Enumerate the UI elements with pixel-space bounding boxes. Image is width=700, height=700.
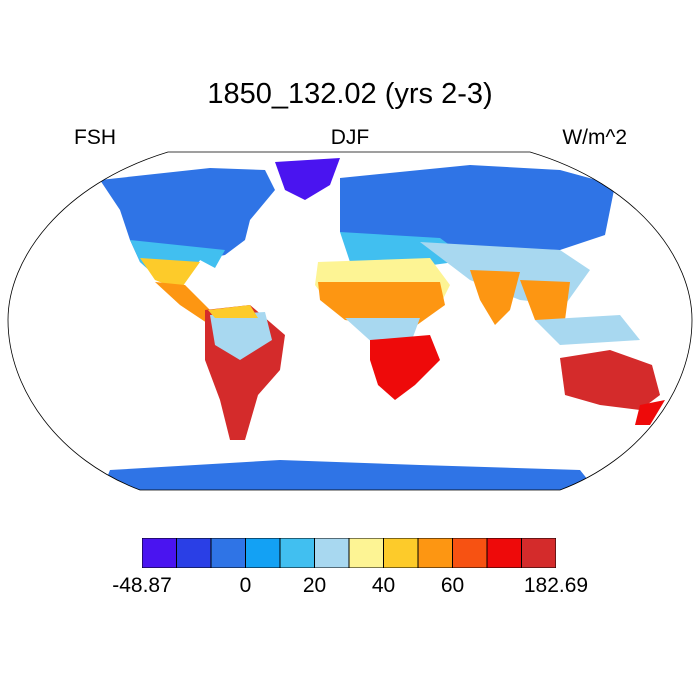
europe-south: [340, 232, 470, 268]
colorbar-tick-label: 60: [440, 574, 465, 597]
indonesia: [535, 315, 640, 345]
antarctica: [100, 460, 600, 490]
australia: [560, 350, 660, 410]
units-label: W/m^2: [562, 126, 627, 149]
colorbar-box: [245, 537, 281, 569]
colorbar-tick-label: 0: [239, 574, 252, 597]
colorbar-box: [383, 537, 419, 569]
land-fields: [100, 158, 665, 490]
amazon: [210, 312, 272, 360]
colorbar-box: [141, 537, 177, 569]
colorbar-boxes: [141, 537, 557, 569]
colorbar: [141, 537, 557, 569]
colorbar-box: [176, 537, 212, 569]
greenland: [275, 158, 340, 200]
new-zealand: [635, 400, 665, 425]
europe: [340, 165, 615, 250]
colorbar-box: [486, 537, 522, 569]
southern-africa: [370, 335, 440, 400]
colorbar-tick-label: 182.69: [523, 574, 589, 597]
colorbar-box: [348, 537, 384, 569]
colorbar-tick-label: 20: [302, 574, 327, 597]
colorbar-box: [279, 537, 315, 569]
map-boundary: [7, 151, 693, 491]
variable-label: FSH: [74, 126, 116, 149]
se-asia: [520, 280, 570, 320]
colorbar-box: [452, 537, 488, 569]
colorbar-box: [521, 537, 557, 569]
colorbar-box: [210, 537, 246, 569]
colorbar-tick-label: 40: [371, 574, 396, 597]
season-label: DJF: [330, 126, 370, 149]
colorbar-box: [314, 537, 350, 569]
india: [470, 270, 520, 325]
amazon-edge: [208, 305, 258, 318]
map-title: 1850_132.02 (yrs 2-3): [207, 78, 493, 110]
colorbar-box: [417, 537, 453, 569]
colorbar-tick-label: -48.87: [112, 574, 172, 597]
us-south: [140, 258, 200, 290]
central-america: [155, 282, 220, 325]
